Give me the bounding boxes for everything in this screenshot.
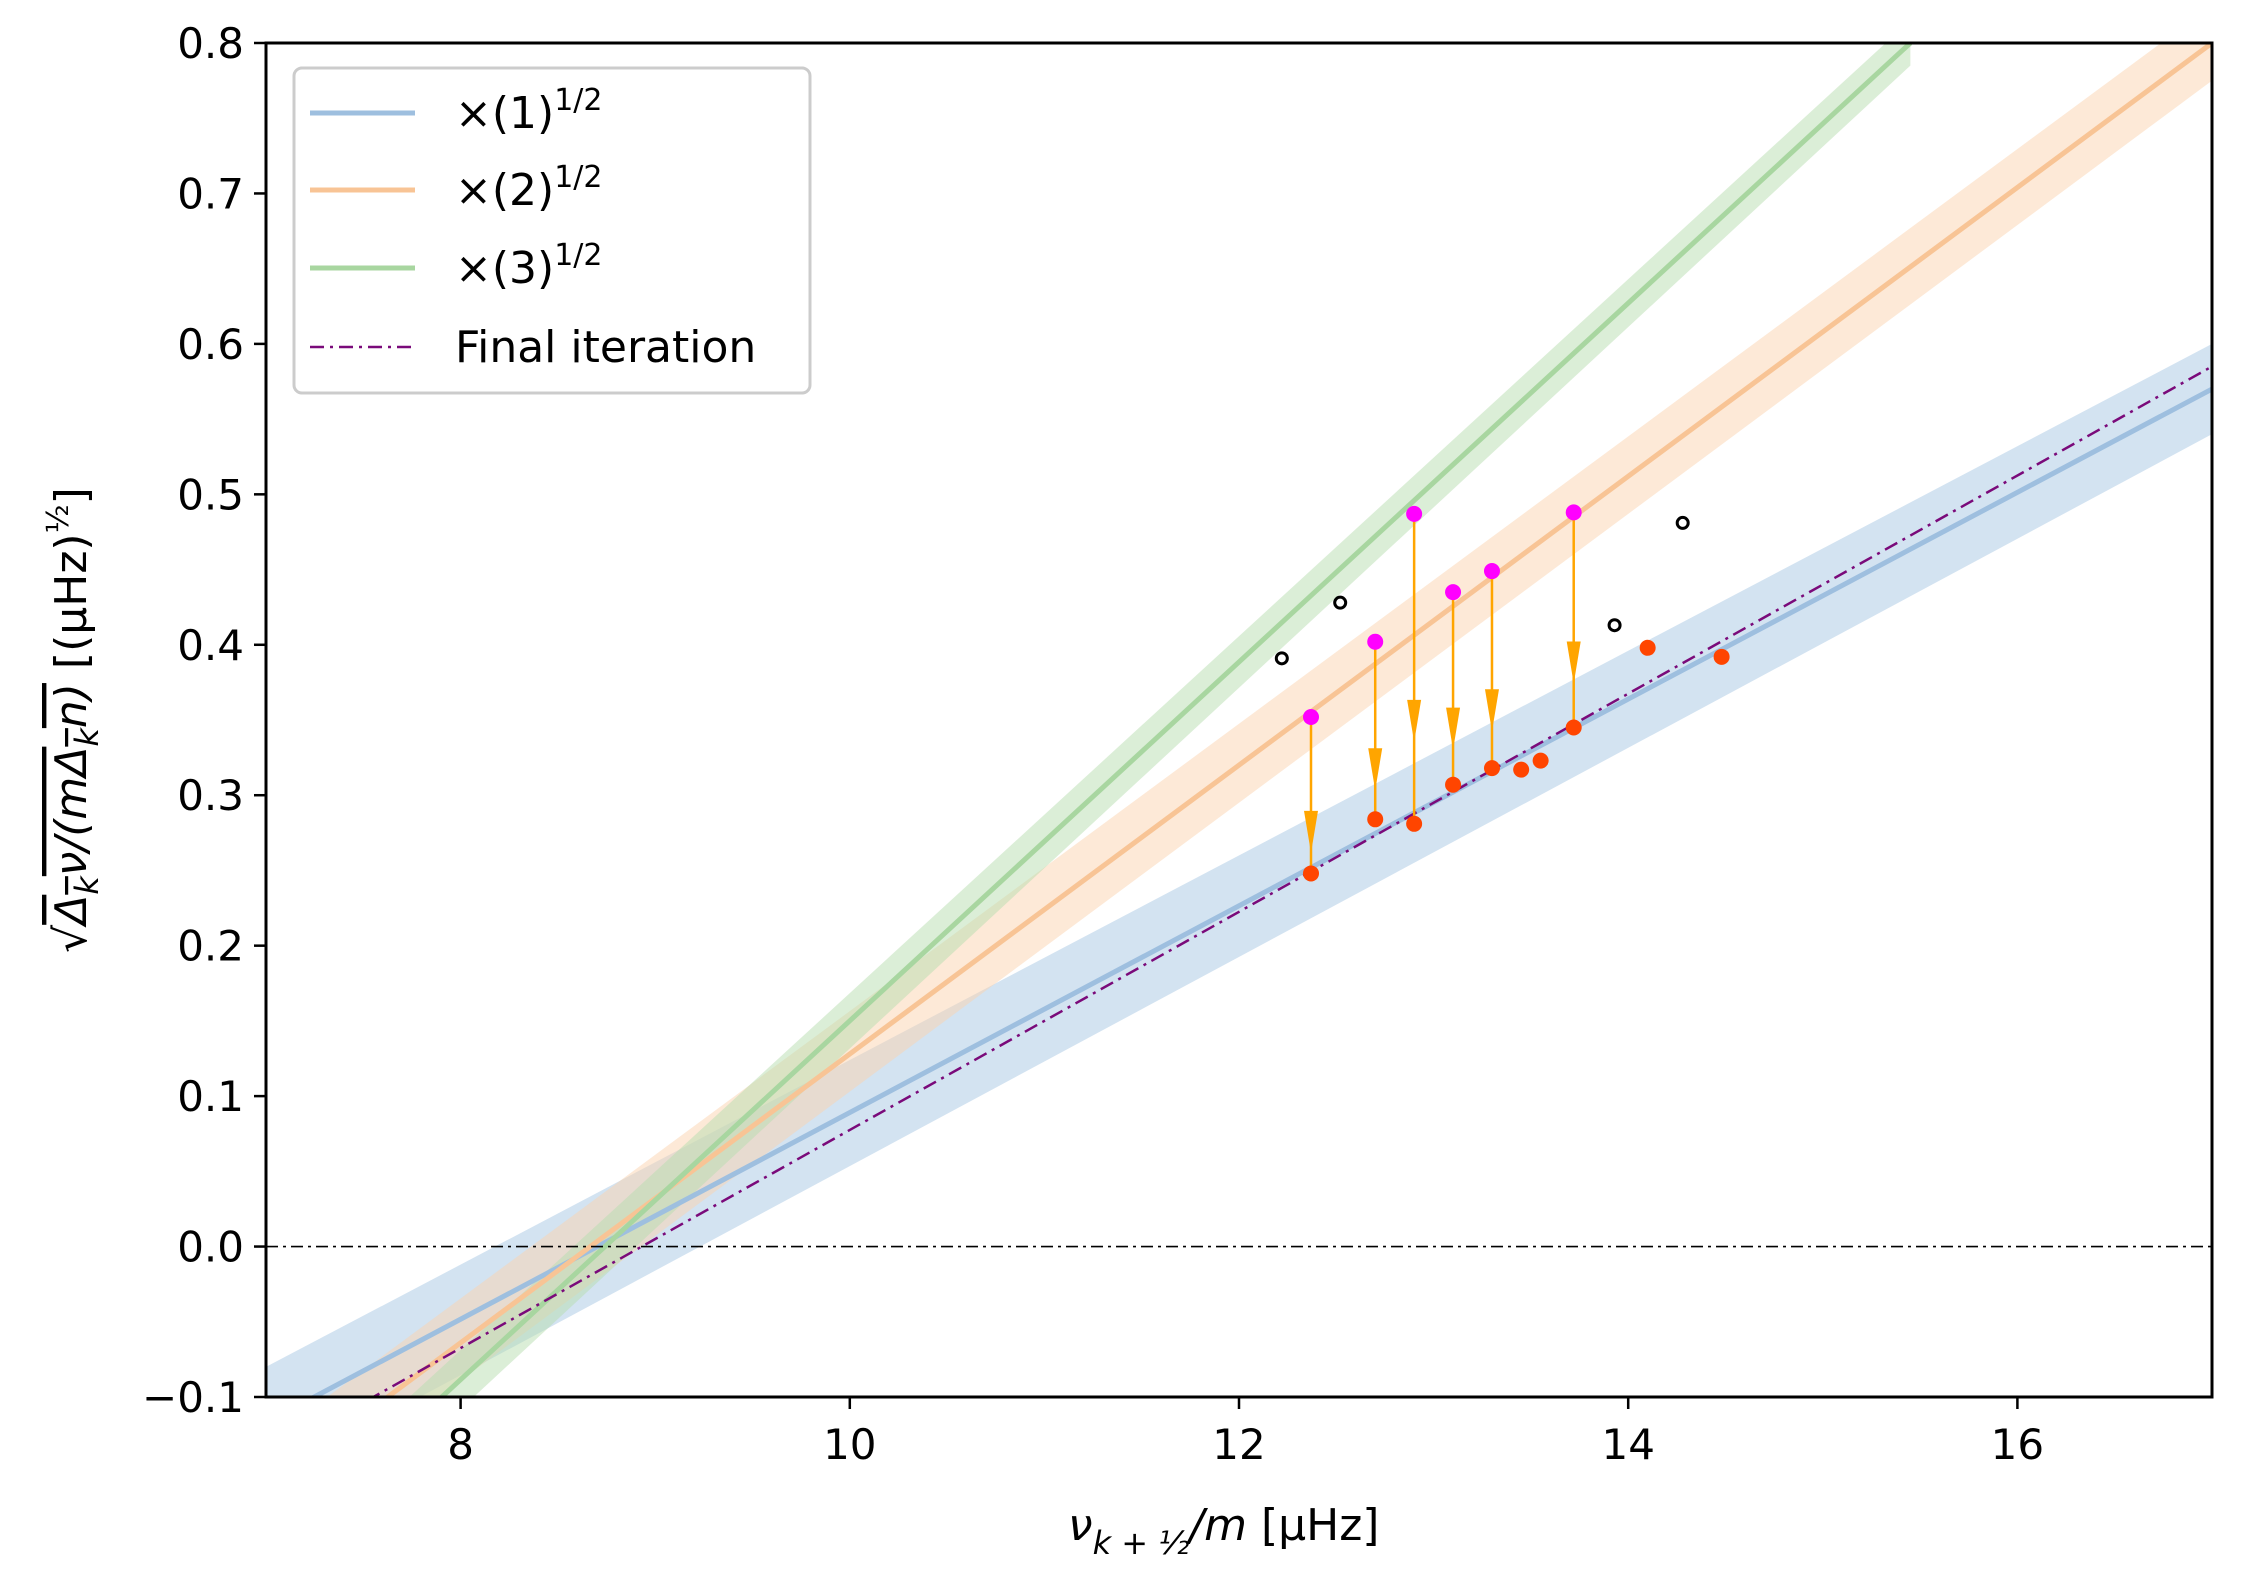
y-tick-label: 0.2 (177, 922, 244, 971)
series-line-1 (308, 386, 2212, 1397)
open-point (1607, 618, 1622, 633)
y-tick-label: −0.1 (142, 1373, 244, 1422)
series-lines (308, 43, 2212, 1397)
y-tick-label: 0.1 (177, 1072, 244, 1121)
x-tick-label: 8 (447, 1420, 474, 1469)
arrow-head (1407, 699, 1422, 742)
y-tick-label: 0.5 (177, 470, 244, 519)
magenta-point (1303, 708, 1320, 725)
x-tick-label: 10 (823, 1420, 876, 1469)
red-point (1639, 639, 1656, 656)
open-point (1274, 651, 1289, 666)
y-tick-label: 0.4 (177, 621, 244, 670)
y-tick-label: 0.7 (177, 169, 244, 218)
y-tick-label: 0.6 (177, 320, 244, 369)
magenta-point (1483, 563, 1500, 580)
red-point (1532, 752, 1549, 769)
magenta-point (1565, 504, 1582, 521)
legend-entry-4: Final iteration (310, 322, 756, 373)
red-point (1565, 719, 1582, 736)
final-iteration-line (370, 365, 2212, 1397)
series-band-3 (409, 43, 1911, 1397)
x-axis-ticks: 8 10 12 14 16 (447, 1397, 2044, 1469)
arrow-head (1484, 689, 1499, 732)
red-point (1406, 815, 1423, 832)
legend-entry-2: ×(2)1/2 (310, 160, 602, 216)
legend-label: ×(1)1/2 (455, 83, 602, 139)
legend-label: Final iteration (455, 322, 756, 373)
data-points (1274, 504, 1730, 882)
red-point (1483, 760, 1500, 777)
arrow-6 (1566, 512, 1581, 728)
legend-box (292, 66, 812, 395)
red-point (1713, 648, 1730, 665)
legend-entry-1: ×(1)1/2 (310, 83, 602, 139)
correction-arrows (1304, 512, 1581, 874)
arrow-4 (1446, 592, 1461, 785)
arrow-head (1566, 641, 1581, 684)
legend: ×(1)1/2 ×(2)1/2 ×(3)1/2 Final iteration (292, 66, 812, 395)
red-point (1367, 811, 1384, 828)
magenta-point (1445, 584, 1462, 601)
magenta-point (1406, 505, 1423, 522)
arrow-3 (1407, 513, 1422, 824)
arrow-1 (1304, 716, 1319, 874)
red-point (1513, 761, 1530, 778)
confidence-bands (266, 43, 2212, 1397)
y-axis-label: √Δkν/(mΔkn) [(μHz)½] (41, 487, 106, 953)
x-axis-label: νk + ½/m [μHz] (1068, 1500, 1379, 1562)
x-tick-label: 12 (1212, 1420, 1265, 1469)
arrow-head (1368, 748, 1383, 791)
magenta-point (1367, 633, 1384, 650)
y-tick-label: 0.3 (177, 771, 244, 820)
x-tick-label: 14 (1601, 1420, 1654, 1469)
legend-label: ×(2)1/2 (455, 160, 602, 216)
series-line-3 (438, 43, 1913, 1397)
legend-label: ×(3)1/2 (455, 238, 602, 294)
y-tick-label: 0.0 (177, 1223, 244, 1272)
y-tick-label: 0.8 (177, 19, 244, 68)
svg-text:√Δkν/(mΔkn) [(μHz)½]: √Δkν/(mΔkn) [(μHz)½] (41, 487, 106, 953)
arrow-5 (1484, 571, 1499, 769)
y-axis-ticks: −0.1 0.0 0.1 0.2 0.3 0.4 0.5 0.6 0.7 0.8 (142, 19, 266, 1422)
x-tick-label: 16 (1991, 1420, 2044, 1469)
arrow-head (1304, 810, 1319, 853)
red-point (1303, 865, 1320, 882)
open-point (1333, 595, 1348, 610)
red-point (1445, 776, 1462, 793)
series-line-2 (383, 43, 2212, 1397)
open-point (1675, 515, 1690, 530)
arrow-2 (1368, 641, 1383, 820)
arrow-head (1446, 707, 1461, 750)
legend-entry-3: ×(3)1/2 (310, 238, 602, 294)
